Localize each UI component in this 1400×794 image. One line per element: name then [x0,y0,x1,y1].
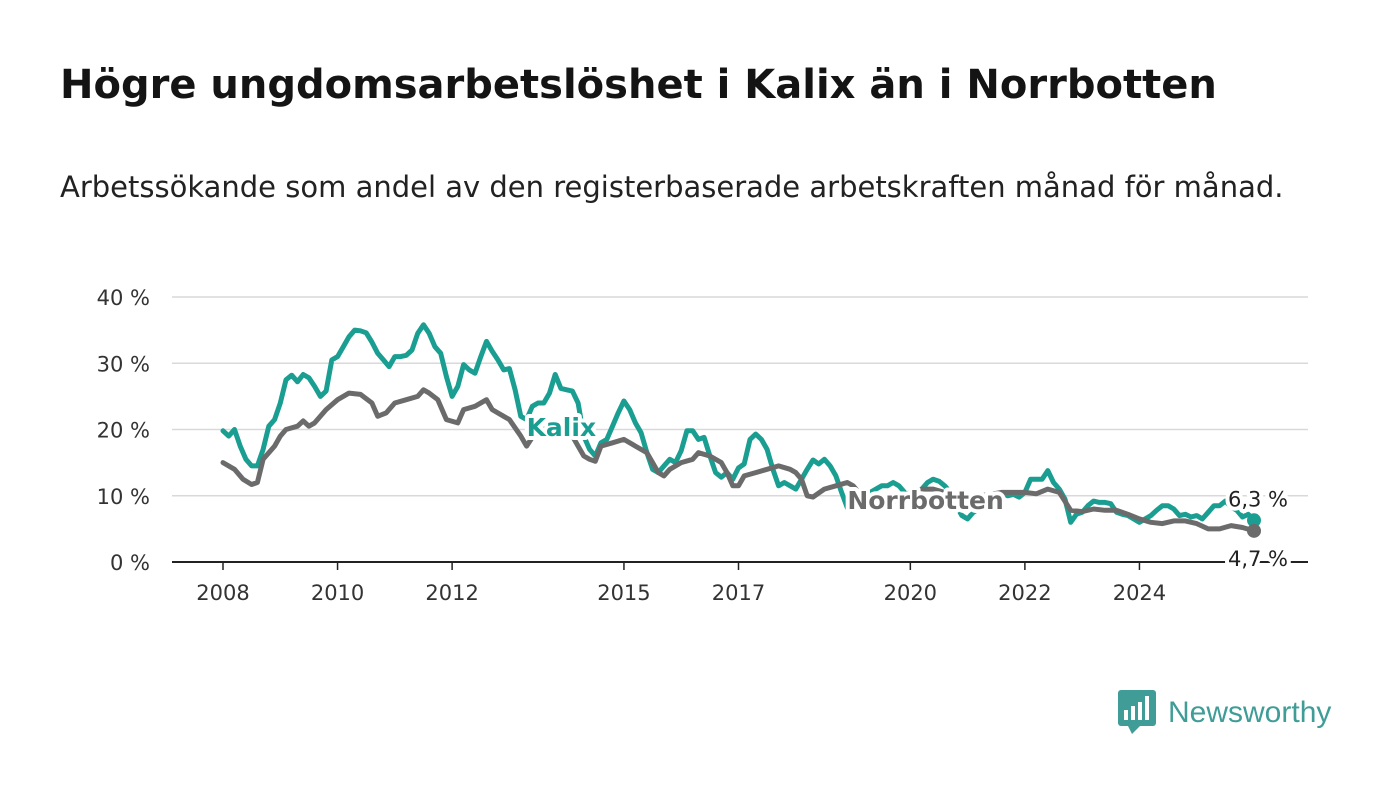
x-axis-ticks: 2008 2010 2012 2015 2017 2020 2022 2024 [196,562,1166,605]
y-tick-label: 40 % [97,286,150,310]
end-point-kalix [1247,513,1261,528]
bar-chart-logo-icon [1118,690,1156,734]
end-label-kalix: 6,3 % [1228,487,1288,511]
x-tick-label: 2024 [1113,581,1166,605]
end-point-norrbotten [1247,523,1261,538]
series-label-norrbotten: Norrbotten [847,486,1003,515]
x-tick-label: 2017 [712,581,765,605]
x-tick-label: 2020 [884,581,937,605]
series-line-norrbotten [220,387,1257,534]
brand-name: Newsworthy [1168,696,1332,729]
series-line-kalix [220,322,1257,525]
x-tick-label: 2015 [597,581,650,605]
chart-subtitle: Arbetssökande som andel av den registerb… [60,170,1284,204]
series-label-kalix: Kalix [527,413,597,442]
gridlines [172,296,1308,563]
y-tick-label: 10 % [97,485,150,509]
y-axis-ticks: 0 % 10 % 20 % 30 % 40 % [97,286,150,575]
newsworthy-logo: Newsworthy [1118,690,1331,736]
chart-title: Högre ungdomsarbetslöshet i Kalix än i N… [60,62,1217,108]
y-tick-label: 20 % [97,419,150,443]
series-labels: Kalix Norrbotten 6,3 % 4,7 % [523,409,1292,575]
y-tick-label: 0 % [110,551,150,575]
end-label-norrbotten: 4,7 % [1228,547,1288,571]
x-tick-label: 2010 [311,581,364,605]
y-tick-label: 30 % [97,352,150,376]
x-tick-label: 2022 [998,581,1051,605]
x-tick-label: 2012 [425,581,478,605]
series-lines [220,322,1261,538]
x-tick-label: 2008 [196,581,249,605]
